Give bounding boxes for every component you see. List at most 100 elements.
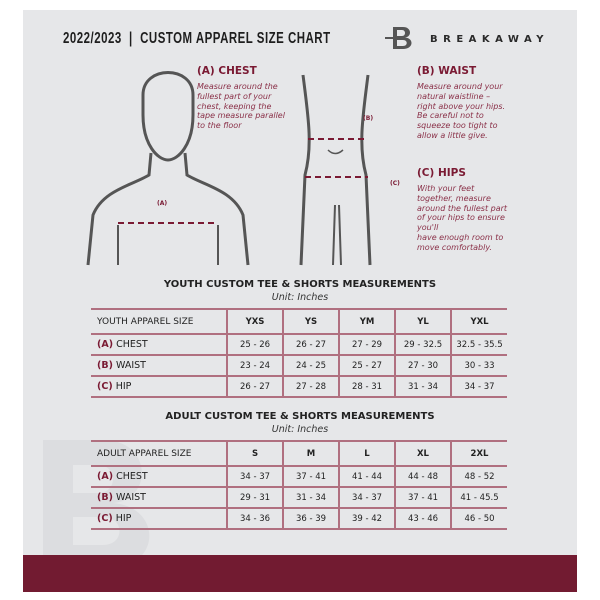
youth-table-title: YOUTH CUSTOM TEE & SHORTS MEASUREMENTS	[163, 279, 437, 290]
adult-table-unit: Unit: Inches	[271, 424, 329, 435]
table-row: (A) CHEST 25 - 26 26 - 27 27 - 29 29 - 32.5 3…	[91, 333, 507, 356]
line: have enough room to	[417, 232, 504, 242]
header-cell: YL	[394, 308, 451, 335]
table-cell: 34 - 36	[226, 507, 283, 530]
page-title: 2022/2023 | CUSTOM APPAREL SIZE CHART	[63, 28, 331, 47]
table-cell: 32.5 - 35.5	[450, 333, 507, 356]
table-cell: 26 - 27	[226, 375, 283, 398]
table-cell: 29 - 31	[226, 486, 283, 509]
line: of your hips to ensure	[417, 213, 505, 223]
row-name: WAIST	[115, 492, 146, 503]
table-cell: 34 - 37	[450, 375, 507, 398]
table-cell: 37 - 41	[394, 486, 451, 509]
row-letter: (B)	[97, 492, 113, 503]
table-cell: 46 - 50	[450, 507, 507, 530]
line: right above your hips.	[417, 101, 506, 111]
table-cell: 27 - 28	[282, 375, 339, 398]
table-cell: 24 - 25	[282, 354, 339, 377]
line: Measure around the	[197, 82, 278, 91]
row-label: (B) WAIST	[91, 354, 227, 377]
table-cell: 23 - 24	[226, 354, 283, 377]
table-cell: 34 - 37	[226, 465, 283, 488]
line: around the fullest part	[417, 203, 508, 213]
line: squeeze too tight to	[417, 121, 498, 131]
table-cell: 30 - 33	[450, 354, 507, 377]
table-cell: 31 - 34	[282, 486, 339, 509]
table-cell: 44 - 48	[394, 465, 451, 488]
line: to the floor	[197, 121, 242, 131]
table-cell: 31 - 34	[394, 375, 451, 398]
header-cell: YM	[338, 308, 395, 335]
chest-heading: (A) CHEST	[197, 65, 257, 77]
body-measurement-illustration	[86, 71, 372, 266]
row-name: WAIST	[115, 360, 146, 371]
table-cell: 27 - 30	[394, 354, 451, 377]
header-cell: YXS	[226, 308, 283, 335]
table-row: (C) HIP 26 - 27 27 - 28 28 - 31 31 - 34 34 - …	[91, 375, 507, 398]
header-cell: S	[226, 440, 283, 467]
header-cell: YOUTH APPAREL SIZE	[91, 308, 227, 335]
table-row: (C) HIP 34 - 36 36 - 39 39 - 42 43 - 46 46 - …	[91, 507, 507, 530]
line: allow a little give.	[417, 130, 488, 140]
table-cell: 43 - 46	[394, 507, 451, 530]
footer-bar	[23, 555, 577, 592]
row-label: (B) WAIST	[91, 486, 227, 509]
waist-marker: (B)	[363, 115, 374, 122]
table-cell: 48 - 52	[450, 465, 507, 488]
table-row: (B) WAIST 29 - 31 31 - 34 34 - 37 37 - 41 41 …	[91, 486, 507, 509]
row-label: (A) CHEST	[91, 333, 227, 356]
hips-heading: (C) HIPS	[417, 167, 466, 179]
adult-size-table: ADULT APPAREL SIZE S M L XL 2XL (A) CHEST 34 - …	[91, 440, 507, 530]
line: tape measure parallel	[197, 111, 285, 121]
waist-description: Measure around your natural waistline – ri…	[417, 82, 505, 141]
table-cell: 28 - 31	[338, 375, 395, 398]
youth-size-table: YOUTH APPAREL SIZE YXS YS YM YL YXL (A) CHEST 2…	[91, 308, 507, 398]
row-name: HIP	[115, 381, 132, 392]
row-letter: (B)	[97, 360, 113, 371]
table-cell: 25 - 27	[338, 354, 395, 377]
row-label: (C) HIP	[91, 375, 227, 398]
hips-description: With your feet together, measure around th…	[417, 184, 507, 253]
table-cell: 41 - 45.5	[450, 486, 507, 509]
line: move comfortably.	[417, 242, 492, 252]
header-cell: 2XL	[450, 440, 507, 467]
table-cell: 36 - 39	[282, 507, 339, 530]
table-header-row: YOUTH APPAREL SIZE YXS YS YM YL YXL	[91, 308, 507, 335]
table-cell: 34 - 37	[338, 486, 395, 509]
table-cell: 26 - 27	[282, 333, 339, 356]
header-cell: YS	[282, 308, 339, 335]
line: Be careful not to	[417, 111, 484, 121]
waist-info: (B) WAIST Measure around your natural wai…	[417, 65, 505, 141]
hips-info: (C) HIPS With your feet together, measure…	[417, 167, 507, 253]
line: you'll	[417, 223, 439, 233]
waist-heading: (B) WAIST	[417, 65, 477, 77]
line: chest, keeping the	[197, 101, 272, 111]
header-cell: XL	[394, 440, 451, 467]
table-cell: 39 - 42	[338, 507, 395, 530]
line: Measure around your	[417, 82, 503, 91]
row-letter: (C)	[97, 513, 113, 524]
row-label: (C) HIP	[91, 507, 227, 530]
table-row: (A) CHEST 34 - 37 37 - 41 41 - 44 44 - 48 48 …	[91, 465, 507, 488]
table-row: (B) WAIST 23 - 24 24 - 25 25 - 27 27 - 30 30 …	[91, 354, 507, 377]
table-cell: 37 - 41	[282, 465, 339, 488]
header-cell: M	[282, 440, 339, 467]
breakaway-logo-icon	[385, 27, 412, 49]
chest-info: (A) CHEST Measure around the fullest part…	[197, 65, 285, 131]
line: With your feet	[417, 184, 475, 193]
youth-table-unit: Unit: Inches	[271, 292, 329, 303]
row-name: CHEST	[116, 471, 148, 482]
header-cell: YXL	[450, 308, 507, 335]
table-cell: 41 - 44	[338, 465, 395, 488]
table-cell: 29 - 32.5	[394, 333, 451, 356]
row-name: HIP	[115, 513, 132, 524]
table-cell: 25 - 26	[226, 333, 283, 356]
row-label: (A) CHEST	[91, 465, 227, 488]
table-header-row: ADULT APPAREL SIZE S M L XL 2XL	[91, 440, 507, 467]
header-cell: ADULT APPAREL SIZE	[91, 440, 227, 467]
chest-description: Measure around the fullest part of your ch…	[197, 82, 285, 131]
row-letter: (A)	[97, 339, 114, 350]
row-letter: (A)	[97, 471, 114, 482]
header-cell: L	[338, 440, 395, 467]
hips-marker: (C)	[390, 180, 400, 187]
